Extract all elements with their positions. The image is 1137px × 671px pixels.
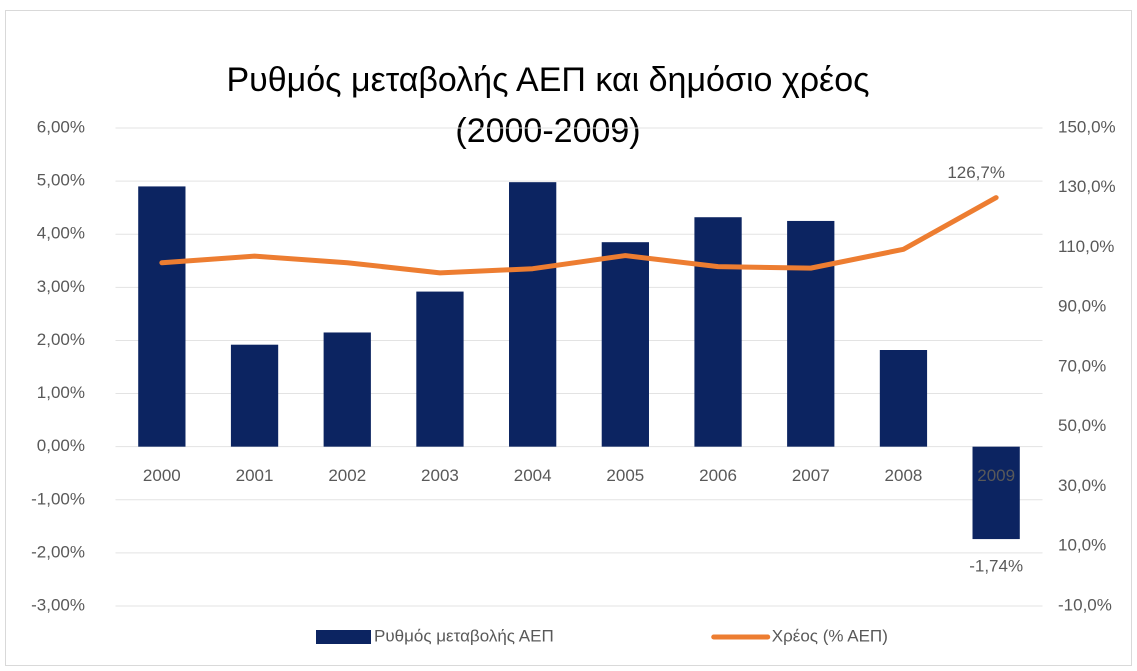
y-tick-label: 1,00% bbox=[37, 383, 85, 402]
y-tick-label: -2,00% bbox=[31, 542, 85, 561]
bar bbox=[416, 291, 464, 447]
bar bbox=[323, 332, 371, 447]
line-series bbox=[159, 195, 999, 276]
chart-title: Ρυθμός μεταβολής ΑΕΠ και δημόσιο χρέος bbox=[226, 61, 869, 99]
bar bbox=[601, 242, 649, 447]
x-tick-label: 2003 bbox=[421, 466, 459, 485]
bar bbox=[509, 182, 557, 447]
x-tick-label: 2008 bbox=[885, 466, 923, 485]
legend-label: Χρέος (% ΑΕΠ) bbox=[772, 626, 888, 645]
bar bbox=[787, 220, 835, 447]
y2-tick-label: 70,0% bbox=[1058, 356, 1106, 375]
x-tick-label: 2007 bbox=[792, 466, 830, 485]
legend-label: Ρυθμός μεταβολής ΑΕΠ bbox=[374, 626, 554, 645]
bar bbox=[972, 446, 1020, 540]
y2-tick-label: 10,0% bbox=[1058, 536, 1106, 555]
y2-tick-label: 30,0% bbox=[1058, 476, 1106, 495]
bar bbox=[138, 186, 186, 447]
y2-tick-label: 90,0% bbox=[1058, 297, 1106, 316]
bar bbox=[230, 344, 279, 447]
x-tick-label: 2000 bbox=[143, 466, 181, 485]
chart-border bbox=[5, 10, 1132, 666]
x-tick-label: 2009 bbox=[977, 466, 1015, 485]
y2-tick-label: -10,0% bbox=[1058, 595, 1112, 614]
x-tick-label: 2001 bbox=[236, 466, 274, 485]
y-tick-label: 6,00% bbox=[37, 117, 85, 136]
data-label: 126,7% bbox=[947, 163, 1005, 182]
y2-tick-label: 50,0% bbox=[1058, 416, 1106, 435]
legend-swatch bbox=[316, 630, 371, 644]
chart-title: (2000-2009) bbox=[455, 112, 640, 150]
y-tick-label: 2,00% bbox=[37, 330, 85, 349]
y-tick-label: -1,00% bbox=[31, 489, 85, 508]
y2-tick-label: 110,0% bbox=[1058, 237, 1114, 256]
x-tick-label: 2006 bbox=[699, 466, 737, 485]
y-tick-label: -3,00% bbox=[31, 595, 85, 614]
y-tick-label: 0,00% bbox=[37, 436, 85, 455]
y2-tick-label: 130,0% bbox=[1058, 177, 1116, 196]
bar bbox=[694, 217, 742, 447]
y2-tick-label: 150,0% bbox=[1058, 117, 1116, 136]
data-label: -1,74% bbox=[969, 557, 1023, 576]
y-tick-label: 5,00% bbox=[37, 171, 85, 190]
x-tick-label: 2005 bbox=[606, 466, 644, 485]
x-tick-label: 2004 bbox=[514, 466, 552, 485]
x-tick-label: 2002 bbox=[328, 466, 366, 485]
y-tick-label: 4,00% bbox=[37, 224, 85, 243]
y-tick-label: 3,00% bbox=[37, 277, 85, 296]
bar bbox=[879, 350, 928, 447]
